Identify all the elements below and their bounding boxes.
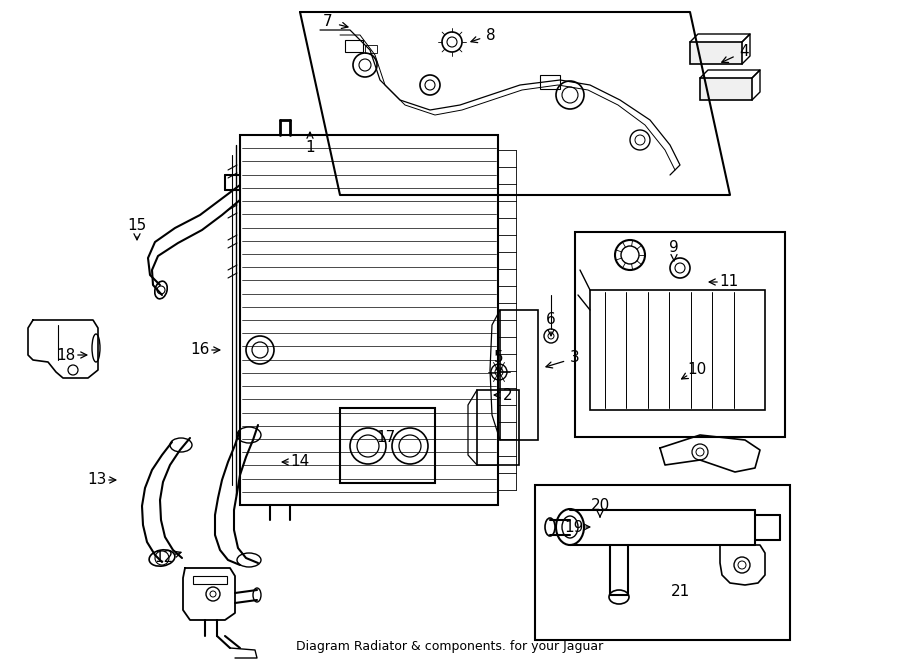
Text: 5: 5 [494, 350, 504, 366]
Text: 8: 8 [486, 28, 496, 42]
Text: 6: 6 [546, 313, 556, 327]
Bar [340, 408, 435, 483]
Bar [690, 42, 742, 64]
Text: 17: 17 [376, 430, 396, 446]
Text: 16: 16 [190, 342, 210, 358]
Text: 19: 19 [564, 520, 584, 535]
Text: 2: 2 [503, 387, 513, 403]
Bar [590, 290, 765, 410]
Bar [193, 576, 227, 584]
Text: 7: 7 [323, 15, 333, 30]
Text: 12: 12 [155, 551, 174, 566]
Text: 18: 18 [57, 348, 76, 362]
Bar [345, 40, 363, 52]
Text: 4: 4 [739, 44, 749, 59]
Text: 14: 14 [291, 455, 310, 469]
Text: Diagram Radiator & components. for your Jaguar: Diagram Radiator & components. for your … [296, 640, 604, 653]
Text: 10: 10 [688, 362, 706, 377]
Bar [500, 310, 538, 440]
Text: 21: 21 [671, 584, 690, 598]
Bar [477, 390, 519, 465]
Text: 1: 1 [305, 141, 315, 155]
Text: 13: 13 [87, 473, 107, 488]
Bar [365, 45, 377, 53]
Text: 9: 9 [669, 241, 679, 256]
Text: 20: 20 [590, 498, 609, 512]
Bar [535, 485, 790, 640]
Text: 15: 15 [128, 217, 147, 233]
Bar [540, 75, 560, 89]
Bar [700, 78, 752, 100]
Bar [575, 232, 785, 437]
Bar [240, 135, 498, 505]
Text: 3: 3 [570, 350, 580, 366]
Text: 11: 11 [719, 274, 739, 290]
